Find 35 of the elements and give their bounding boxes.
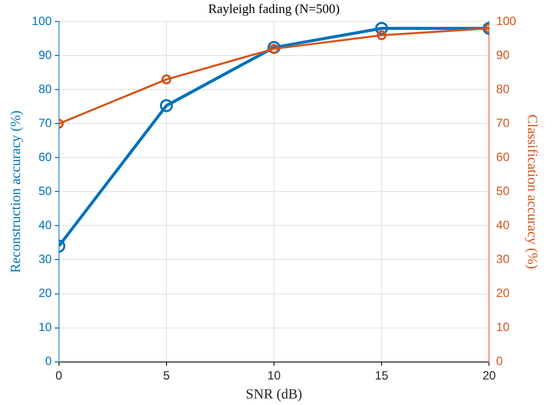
y-tick-label: 70	[38, 116, 52, 130]
y2-tick-label: 50	[496, 184, 510, 198]
y-tick-label: 10	[38, 320, 52, 334]
y-tick-label: 90	[38, 48, 52, 62]
chart-title: Rayleigh fading (N=500)	[208, 1, 340, 16]
y2-tick-label: 90	[496, 48, 510, 62]
y2-tick-label: 70	[496, 116, 510, 130]
y-tick-label: 30	[38, 252, 52, 266]
y2-tick-label: 20	[496, 286, 510, 300]
x-tick-label: 20	[482, 368, 496, 382]
x-tick-label: 10	[267, 368, 281, 382]
y-tick-label: 80	[38, 82, 52, 96]
y2-axis-title: Classification accuracy (%)	[524, 114, 539, 270]
y-tick-label: 50	[38, 184, 52, 198]
y-tick-label: 40	[38, 218, 52, 232]
point	[161, 74, 172, 84]
y2-tick-label: 40	[496, 218, 510, 232]
x-tick-label: 0	[55, 368, 62, 382]
x-tick-label: 5	[163, 368, 170, 382]
y-tick-label: 100	[32, 14, 52, 28]
point	[376, 30, 387, 40]
y2-tick-label: 60	[496, 150, 510, 164]
y-tick-label: 60	[38, 150, 52, 164]
y-tick-label: 0	[45, 354, 52, 368]
y-tick-label: 20	[38, 286, 52, 300]
x-axis-title: SNR (dB)	[246, 387, 303, 402]
y2-tick-label: 0	[496, 354, 504, 368]
y2-tick-label: 100	[496, 14, 517, 28]
y2-tick-label: 30	[496, 252, 510, 266]
x-tick-label: 15	[374, 368, 389, 382]
point	[269, 44, 279, 54]
y2-tick-label: 10	[496, 320, 510, 334]
point	[268, 40, 280, 54]
y2-tick-label: 80	[496, 82, 510, 96]
y-axis-title: Reconstruction accuracy (%)	[9, 110, 24, 273]
